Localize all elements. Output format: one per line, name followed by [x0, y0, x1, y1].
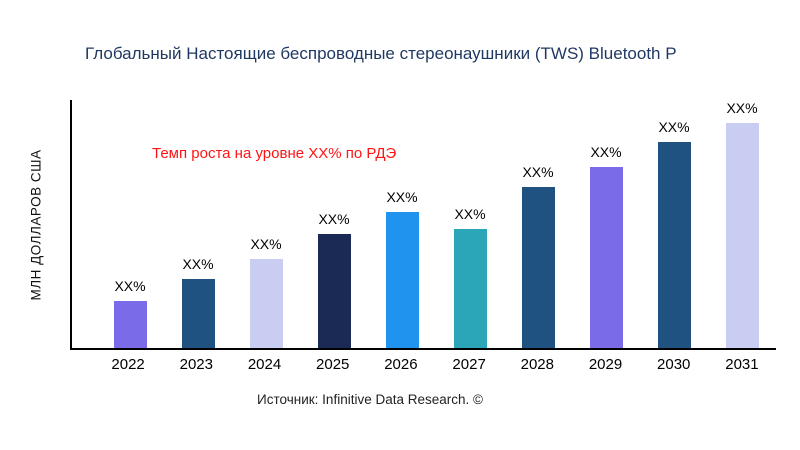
- bar-value-label: XX%: [318, 210, 350, 227]
- bar: [725, 123, 759, 348]
- bar: [657, 142, 691, 348]
- bar-group-2029: XX%: [572, 100, 640, 348]
- x-tick-label: 2027: [452, 356, 486, 373]
- x-tick-label: 2028: [520, 356, 554, 373]
- x-tick-label: 2023: [179, 356, 213, 373]
- bar-group-2022: XX%: [96, 100, 164, 348]
- chart-title: Глобальный Настоящие беспроводные стерео…: [85, 44, 677, 63]
- bar-value-label: XX%: [454, 205, 486, 222]
- x-tick-label: 2031: [725, 356, 759, 373]
- bar-group-2026: XX%: [368, 100, 436, 348]
- bar-value-label: XX%: [114, 277, 146, 294]
- bar-group-2024: XX%: [232, 100, 300, 348]
- x-axis-labels: 2022 2023 2024 2025 2026 2027 2028 2029 2030 2031: [70, 356, 776, 373]
- growth-rate-annotation: Темп роста на уровне XX% по РДЭ: [152, 145, 397, 162]
- bar-group-2027: XX%: [436, 100, 504, 348]
- bar: [181, 278, 215, 348]
- y-axis-label: МЛН ДОЛЛАРОВ США: [28, 149, 44, 301]
- bar: [113, 300, 147, 348]
- bar: [249, 258, 283, 348]
- x-tick-label: 2024: [247, 356, 282, 373]
- bar-value-label: XX%: [386, 188, 418, 205]
- bar-value-label: XX%: [658, 119, 690, 136]
- x-tick-label: 2026: [384, 356, 418, 373]
- x-tick-label: 2025: [316, 356, 350, 373]
- bar: [453, 228, 487, 348]
- bar-group-2023: XX%: [164, 100, 232, 348]
- bar-group-2028: XX%: [504, 100, 572, 348]
- bar-value-label: XX%: [522, 163, 554, 180]
- bar-value-label: XX%: [590, 143, 622, 160]
- bar-value-label: XX%: [250, 235, 282, 252]
- plot-area: Темп роста на уровне XX% по РДЭ XX% XX% XX…: [70, 100, 776, 350]
- source-attribution: Источник: Infinitive Data Research. ©: [257, 392, 483, 407]
- x-tick-label: 2029: [588, 356, 623, 373]
- bar: [317, 233, 351, 348]
- bar: [385, 211, 419, 348]
- bar-group-2031: XX%: [708, 100, 776, 348]
- bar: [589, 166, 623, 348]
- bar-value-label: XX%: [726, 100, 758, 116]
- x-tick-label: 2022: [111, 356, 145, 373]
- x-tick-label: 2030: [657, 356, 691, 373]
- bar-group-2030: XX%: [640, 100, 708, 348]
- bar-value-label: XX%: [182, 255, 214, 272]
- bar-group-2025: XX%: [300, 100, 368, 348]
- bar: [521, 186, 555, 348]
